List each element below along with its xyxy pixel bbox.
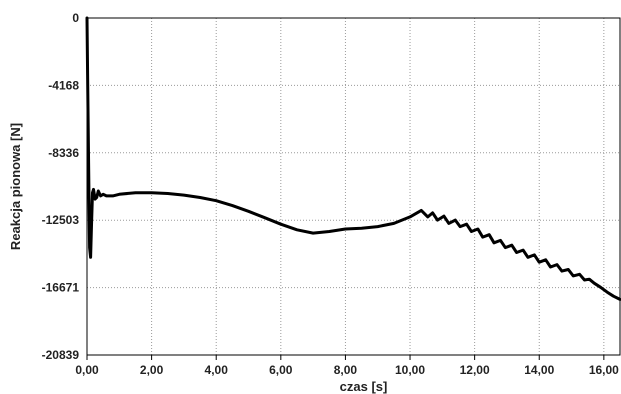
x-tick-label: 8,00	[334, 363, 358, 377]
y-tick-label: -20839	[42, 348, 80, 362]
series-line	[87, 18, 620, 299]
y-tick-label: -16671	[42, 281, 80, 295]
x-tick-label: 16,00	[589, 363, 619, 377]
x-tick-label: 12,00	[460, 363, 490, 377]
x-tick-label: 0,00	[75, 363, 99, 377]
y-axis-label: Reakcja pionowa [N]	[8, 123, 23, 250]
plot-frame	[87, 18, 620, 355]
y-tick-label: -12503	[42, 213, 80, 227]
x-tick-label: 6,00	[269, 363, 293, 377]
y-axis-ticks: 0 -4168 -8336 -12503 -16671 -20839	[42, 11, 80, 362]
y-tick-label: -8336	[48, 146, 79, 160]
y-tick-label: 0	[72, 11, 79, 25]
x-tick-label: 4,00	[205, 363, 229, 377]
x-tick-label: 2,00	[140, 363, 164, 377]
x-axis-ticks: 0,00 2,00 4,00 6,00 8,00 10,00 12,00 14,00 16,00	[75, 355, 619, 377]
x-tick-label: 10,00	[395, 363, 425, 377]
x-tick-label: 14,00	[524, 363, 554, 377]
grid	[87, 18, 620, 355]
x-axis-label: czas [s]	[340, 379, 388, 394]
y-tick-label: -4168	[48, 78, 79, 92]
